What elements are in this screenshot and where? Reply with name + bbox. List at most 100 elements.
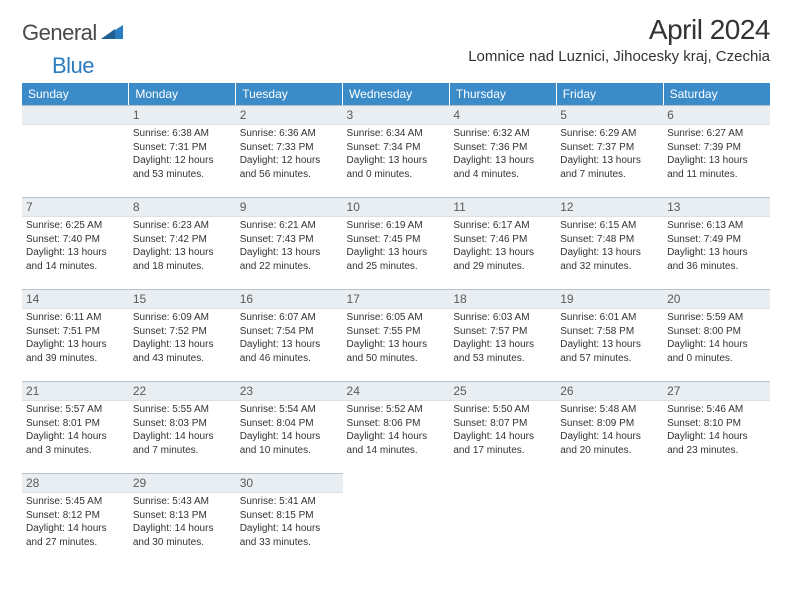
sunrise-text: Sunrise: 6:07 AM [240, 311, 339, 325]
day-details: Sunrise: 6:36 AMSunset: 7:33 PMDaylight:… [236, 127, 343, 183]
day-details: Sunrise: 5:45 AMSunset: 8:12 PMDaylight:… [22, 495, 129, 551]
calendar-day-cell: 14Sunrise: 6:11 AMSunset: 7:51 PMDayligh… [22, 289, 129, 381]
day-details: Sunrise: 5:59 AMSunset: 8:00 PMDaylight:… [663, 311, 770, 367]
calendar-day-cell: 20Sunrise: 5:59 AMSunset: 8:00 PMDayligh… [663, 289, 770, 381]
day-number: 21 [22, 381, 129, 401]
sunset-text: Sunset: 7:49 PM [667, 233, 766, 247]
day-number: 27 [663, 381, 770, 401]
sunrise-text: Sunrise: 5:46 AM [667, 403, 766, 417]
day-number: 3 [343, 105, 450, 125]
daylight-text: Daylight: 14 hours [133, 522, 232, 536]
calendar-day-cell: 29Sunrise: 5:43 AMSunset: 8:13 PMDayligh… [129, 473, 236, 565]
calendar-day-cell [449, 473, 556, 565]
calendar-day-cell [343, 473, 450, 565]
calendar-week-row: 1Sunrise: 6:38 AMSunset: 7:31 PMDaylight… [22, 105, 770, 197]
sunrise-text: Sunrise: 6:13 AM [667, 219, 766, 233]
sunrise-text: Sunrise: 6:09 AM [133, 311, 232, 325]
day-details: Sunrise: 6:01 AMSunset: 7:58 PMDaylight:… [556, 311, 663, 367]
day-number: 8 [129, 197, 236, 217]
sunrise-text: Sunrise: 6:27 AM [667, 127, 766, 141]
sunrise-text: Sunrise: 6:19 AM [347, 219, 446, 233]
calendar-day-cell: 21Sunrise: 5:57 AMSunset: 8:01 PMDayligh… [22, 381, 129, 473]
sunset-text: Sunset: 7:40 PM [26, 233, 125, 247]
calendar-day-cell: 5Sunrise: 6:29 AMSunset: 7:37 PMDaylight… [556, 105, 663, 197]
daylight-text: Daylight: 14 hours [667, 430, 766, 444]
daylight-text: and 10 minutes. [240, 444, 339, 458]
calendar-day-cell: 13Sunrise: 6:13 AMSunset: 7:49 PMDayligh… [663, 197, 770, 289]
daylight-text: Daylight: 13 hours [240, 338, 339, 352]
sunset-text: Sunset: 8:03 PM [133, 417, 232, 431]
sunset-text: Sunset: 7:34 PM [347, 141, 446, 155]
daylight-text: and 57 minutes. [560, 352, 659, 366]
sunrise-text: Sunrise: 6:32 AM [453, 127, 552, 141]
daylight-text: and 25 minutes. [347, 260, 446, 274]
day-details: Sunrise: 6:32 AMSunset: 7:36 PMDaylight:… [449, 127, 556, 183]
sunset-text: Sunset: 7:54 PM [240, 325, 339, 339]
daylight-text: and 27 minutes. [26, 536, 125, 550]
daylight-text: and 4 minutes. [453, 168, 552, 182]
calendar-day-cell: 4Sunrise: 6:32 AMSunset: 7:36 PMDaylight… [449, 105, 556, 197]
daylight-text: Daylight: 13 hours [560, 338, 659, 352]
day-details: Sunrise: 6:27 AMSunset: 7:39 PMDaylight:… [663, 127, 770, 183]
sunset-text: Sunset: 7:55 PM [347, 325, 446, 339]
sunset-text: Sunset: 8:13 PM [133, 509, 232, 523]
sunset-text: Sunset: 7:37 PM [560, 141, 659, 155]
sunrise-text: Sunrise: 5:41 AM [240, 495, 339, 509]
day-details: Sunrise: 6:34 AMSunset: 7:34 PMDaylight:… [343, 127, 450, 183]
month-title: April 2024 [468, 14, 770, 46]
sunrise-text: Sunrise: 5:43 AM [133, 495, 232, 509]
day-number: 14 [22, 289, 129, 309]
daylight-text: and 18 minutes. [133, 260, 232, 274]
daylight-text: and 50 minutes. [347, 352, 446, 366]
sunrise-text: Sunrise: 5:48 AM [560, 403, 659, 417]
weekday-header: Sunday [22, 83, 129, 105]
daylight-text: and 33 minutes. [240, 536, 339, 550]
day-number: 18 [449, 289, 556, 309]
calendar-day-cell: 10Sunrise: 6:19 AMSunset: 7:45 PMDayligh… [343, 197, 450, 289]
sunrise-text: Sunrise: 5:52 AM [347, 403, 446, 417]
sunrise-text: Sunrise: 6:15 AM [560, 219, 659, 233]
sunrise-text: Sunrise: 5:59 AM [667, 311, 766, 325]
sunrise-text: Sunrise: 5:55 AM [133, 403, 232, 417]
calendar-day-cell: 22Sunrise: 5:55 AMSunset: 8:03 PMDayligh… [129, 381, 236, 473]
sunset-text: Sunset: 7:43 PM [240, 233, 339, 247]
sunset-text: Sunset: 8:09 PM [560, 417, 659, 431]
sunset-text: Sunset: 7:39 PM [667, 141, 766, 155]
sunset-text: Sunset: 7:46 PM [453, 233, 552, 247]
day-number: 13 [663, 197, 770, 217]
day-details: Sunrise: 6:21 AMSunset: 7:43 PMDaylight:… [236, 219, 343, 275]
daylight-text: Daylight: 14 hours [347, 430, 446, 444]
day-details: Sunrise: 6:38 AMSunset: 7:31 PMDaylight:… [129, 127, 236, 183]
daylight-text: and 39 minutes. [26, 352, 125, 366]
empty-day [22, 105, 129, 125]
day-number: 11 [449, 197, 556, 217]
sunrise-text: Sunrise: 5:45 AM [26, 495, 125, 509]
daylight-text: and 30 minutes. [133, 536, 232, 550]
calendar-day-cell: 3Sunrise: 6:34 AMSunset: 7:34 PMDaylight… [343, 105, 450, 197]
day-number: 17 [343, 289, 450, 309]
day-details: Sunrise: 5:43 AMSunset: 8:13 PMDaylight:… [129, 495, 236, 551]
weekday-header: Wednesday [343, 83, 450, 105]
sunrise-text: Sunrise: 5:54 AM [240, 403, 339, 417]
day-number: 30 [236, 473, 343, 493]
sunrise-text: Sunrise: 6:23 AM [133, 219, 232, 233]
calendar-day-cell: 8Sunrise: 6:23 AMSunset: 7:42 PMDaylight… [129, 197, 236, 289]
calendar-day-cell: 2Sunrise: 6:36 AMSunset: 7:33 PMDaylight… [236, 105, 343, 197]
daylight-text: Daylight: 14 hours [133, 430, 232, 444]
sunrise-text: Sunrise: 6:34 AM [347, 127, 446, 141]
daylight-text: Daylight: 13 hours [26, 338, 125, 352]
day-details: Sunrise: 5:46 AMSunset: 8:10 PMDaylight:… [663, 403, 770, 459]
day-number: 25 [449, 381, 556, 401]
calendar-day-cell: 18Sunrise: 6:03 AMSunset: 7:57 PMDayligh… [449, 289, 556, 381]
calendar-week-row: 28Sunrise: 5:45 AMSunset: 8:12 PMDayligh… [22, 473, 770, 565]
daylight-text: Daylight: 14 hours [453, 430, 552, 444]
daylight-text: and 36 minutes. [667, 260, 766, 274]
daylight-text: and 17 minutes. [453, 444, 552, 458]
daylight-text: and 22 minutes. [240, 260, 339, 274]
weekday-header-row: Sunday Monday Tuesday Wednesday Thursday… [22, 83, 770, 105]
day-details: Sunrise: 6:07 AMSunset: 7:54 PMDaylight:… [236, 311, 343, 367]
day-number: 5 [556, 105, 663, 125]
daylight-text: Daylight: 13 hours [240, 246, 339, 260]
calendar-day-cell [663, 473, 770, 565]
sunset-text: Sunset: 8:00 PM [667, 325, 766, 339]
